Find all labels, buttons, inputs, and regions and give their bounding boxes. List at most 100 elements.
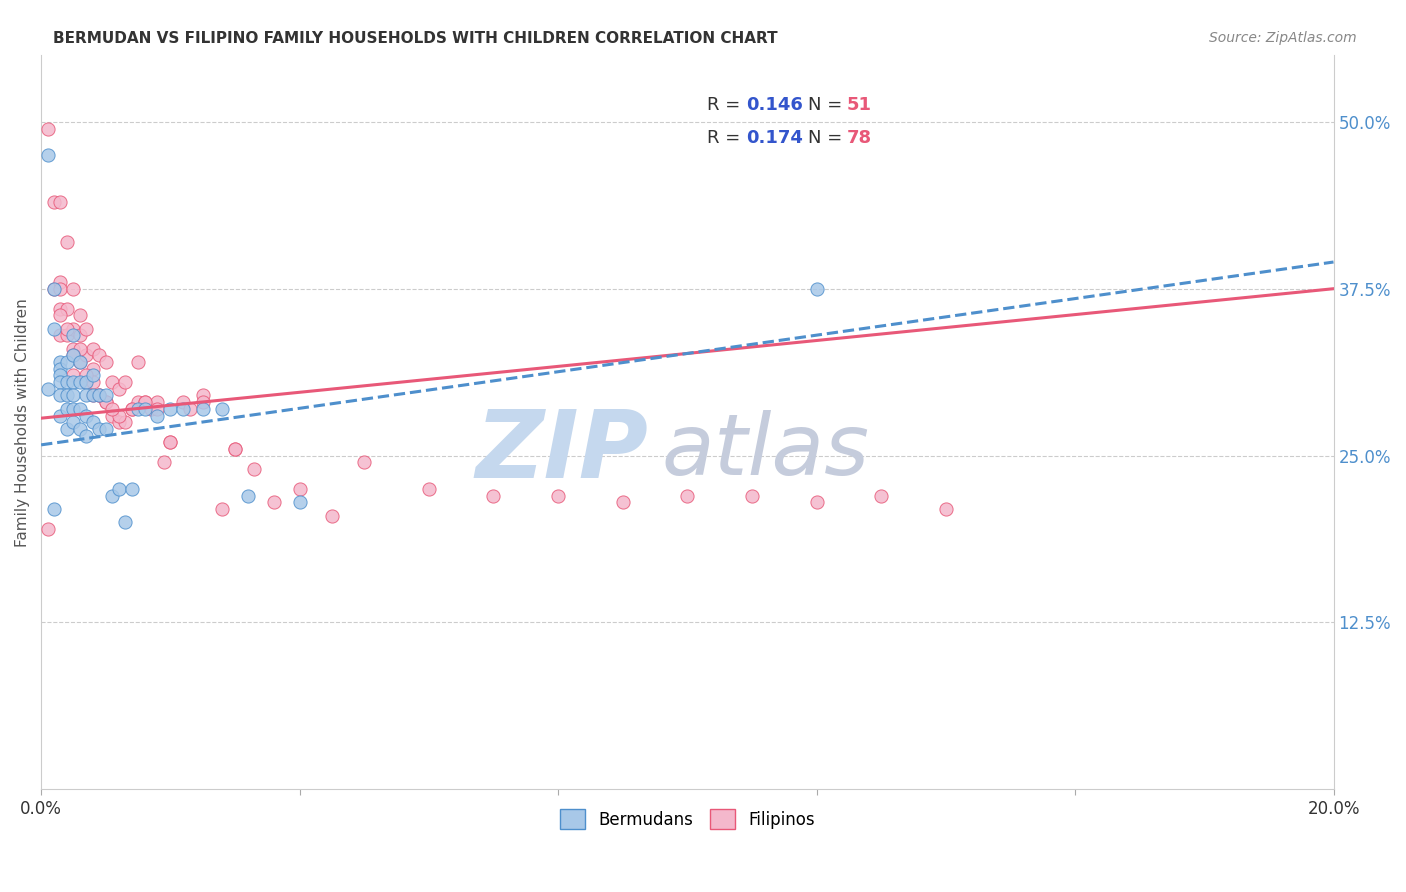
Text: 78: 78 <box>846 129 872 147</box>
Point <box>56 401 79 416</box>
Point <box>49 375 72 389</box>
Point <box>418 482 440 496</box>
Point <box>94 388 117 402</box>
Point <box>224 442 246 456</box>
Point <box>107 415 129 429</box>
Point <box>547 489 569 503</box>
Point <box>870 489 893 503</box>
Point <box>62 368 84 383</box>
Point <box>49 388 72 402</box>
Point <box>56 375 79 389</box>
Point <box>56 328 79 343</box>
Point <box>49 409 72 423</box>
Y-axis label: Family Households with Children: Family Households with Children <box>15 298 30 547</box>
Point <box>62 375 84 389</box>
Point <box>114 516 136 530</box>
Point <box>89 388 111 402</box>
Point <box>134 395 156 409</box>
Point <box>56 301 79 316</box>
Point <box>94 395 117 409</box>
Point <box>121 482 143 496</box>
Point <box>56 235 79 249</box>
Point <box>89 348 111 362</box>
Point <box>321 508 343 523</box>
Point <box>69 401 91 416</box>
Point <box>127 355 149 369</box>
Point <box>107 482 129 496</box>
Text: 51: 51 <box>846 96 872 114</box>
Point <box>121 401 143 416</box>
Point <box>49 194 72 209</box>
Point <box>211 401 233 416</box>
Point <box>134 395 156 409</box>
Point <box>82 388 104 402</box>
Point <box>211 502 233 516</box>
Point <box>69 355 91 369</box>
Point <box>146 395 169 409</box>
Point <box>107 409 129 423</box>
Text: N =: N = <box>808 129 848 147</box>
Point <box>62 342 84 356</box>
Point <box>75 388 97 402</box>
Point <box>101 409 124 423</box>
Point <box>62 388 84 402</box>
Point <box>94 422 117 436</box>
Text: 0.146: 0.146 <box>747 96 803 114</box>
Point <box>139 401 162 416</box>
Point <box>42 322 65 336</box>
Point <box>75 322 97 336</box>
Text: 0.174: 0.174 <box>747 129 803 147</box>
Point <box>37 382 59 396</box>
Point <box>89 388 111 402</box>
Point <box>243 462 266 476</box>
Point <box>62 322 84 336</box>
Point <box>82 388 104 402</box>
Point <box>56 322 79 336</box>
Point <box>82 375 104 389</box>
Point <box>741 489 763 503</box>
Text: BERMUDAN VS FILIPINO FAMILY HOUSEHOLDS WITH CHILDREN CORRELATION CHART: BERMUDAN VS FILIPINO FAMILY HOUSEHOLDS W… <box>53 31 778 46</box>
Point <box>806 495 828 509</box>
Point <box>172 401 194 416</box>
Point <box>236 489 259 503</box>
Point <box>127 401 149 416</box>
Point <box>62 348 84 362</box>
Point <box>107 382 129 396</box>
Point <box>191 395 214 409</box>
Text: ZIP: ZIP <box>475 406 648 498</box>
Point <box>75 375 97 389</box>
Point <box>42 194 65 209</box>
Point <box>42 282 65 296</box>
Point <box>42 502 65 516</box>
Point <box>191 388 214 402</box>
Point <box>69 422 91 436</box>
Point <box>82 368 104 383</box>
Point <box>82 361 104 376</box>
Point <box>82 415 104 429</box>
Point <box>56 388 79 402</box>
Point <box>49 309 72 323</box>
Point <box>49 368 72 383</box>
Point <box>62 328 84 343</box>
Point <box>224 442 246 456</box>
Point <box>49 355 72 369</box>
Text: Source: ZipAtlas.com: Source: ZipAtlas.com <box>1209 31 1357 45</box>
Point <box>482 489 505 503</box>
Point <box>114 375 136 389</box>
Text: R =: R = <box>707 96 747 114</box>
Point <box>159 435 181 450</box>
Point <box>49 361 72 376</box>
Point <box>676 489 699 503</box>
Point <box>62 348 84 362</box>
Point <box>263 495 285 509</box>
Text: atlas: atlas <box>661 410 869 493</box>
Point <box>49 301 72 316</box>
Point <box>75 348 97 362</box>
Point <box>612 495 634 509</box>
Point <box>56 355 79 369</box>
Point <box>69 309 91 323</box>
Point <box>806 282 828 296</box>
Point <box>191 401 214 416</box>
Point <box>69 355 91 369</box>
Point <box>114 415 136 429</box>
